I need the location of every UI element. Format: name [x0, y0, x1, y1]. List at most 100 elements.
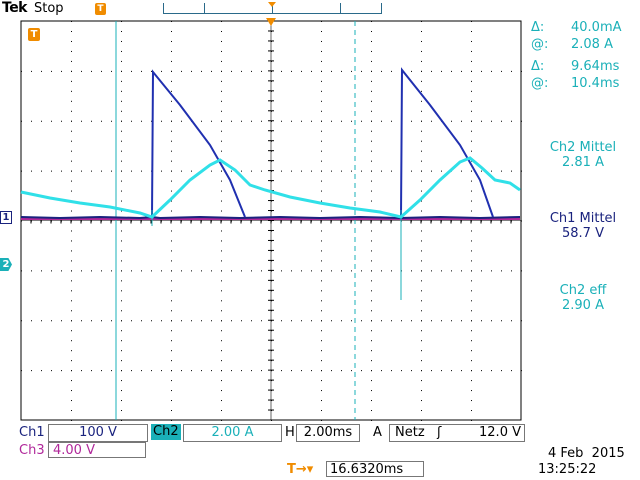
graticule-dot — [321, 70, 322, 72]
graticule-dot — [201, 120, 202, 122]
timebase-label: H — [285, 425, 295, 440]
graticule-dot — [391, 120, 392, 122]
graticule-dot — [171, 420, 172, 421]
graticule-dot — [301, 370, 302, 372]
graticule-dot — [91, 270, 92, 272]
graticule-dot — [471, 180, 472, 182]
graticule-dot — [171, 90, 172, 92]
graticule-dot — [421, 50, 422, 52]
timebase-value[interactable]: 2.00ms — [296, 424, 360, 442]
graticule-dot — [491, 320, 492, 322]
graticule-dot — [161, 170, 162, 172]
graticule-dot — [141, 370, 142, 372]
graticule-dot — [251, 120, 252, 122]
graticule-dot — [221, 310, 222, 312]
graticule-dot — [471, 230, 472, 232]
graticule-dot — [121, 80, 122, 82]
graticule-dot — [371, 240, 372, 242]
trigger-slope-icon: ʃ — [437, 425, 442, 440]
graticule-dot — [141, 270, 142, 272]
graticule-dot — [461, 270, 462, 272]
graticule-dot — [221, 30, 222, 32]
graticule-dot — [471, 21, 472, 22]
graticule-dot — [181, 270, 182, 272]
graticule-dot — [371, 40, 372, 42]
trigger-settings[interactable]: Netz ʃ 12.0 V — [389, 424, 525, 442]
graticule-dot — [361, 370, 362, 372]
graticule-dot — [201, 270, 202, 272]
graticule-dot — [121, 110, 122, 112]
graticule-dot — [171, 230, 172, 232]
graticule-dot — [61, 270, 62, 272]
ch2-scale[interactable]: 2.00 A — [183, 424, 282, 442]
graticule-dot — [21, 120, 22, 122]
graticule-dot — [251, 370, 252, 372]
graticule-dot — [181, 70, 182, 72]
graticule-dot — [341, 370, 342, 372]
graticule-dot — [471, 130, 472, 132]
graticule-dot — [421, 420, 422, 421]
graticule-dot — [341, 70, 342, 72]
graticule-dot — [321, 140, 322, 142]
ch3-scale[interactable]: 4.00 V — [48, 442, 146, 458]
graticule-dot — [321, 21, 322, 22]
graticule-dot — [471, 80, 472, 82]
measurement-ch2-mean: Ch2 Mittel 2.81 A — [528, 140, 638, 170]
ch1-ground-marker[interactable]: 1 — [0, 211, 12, 224]
graticule-dot — [101, 120, 102, 122]
graticule-dot — [471, 250, 472, 252]
ch2-ground-marker[interactable]: 2 — [0, 258, 12, 271]
graticule-dot — [221, 370, 222, 372]
trigger-position-value[interactable]: 16.6320ms — [326, 461, 424, 477]
graticule-dot — [521, 170, 522, 172]
graticule-dot — [371, 60, 372, 62]
graticule-dot — [421, 270, 422, 272]
graticule-dot — [311, 370, 312, 372]
graticule-dot — [251, 70, 252, 72]
graticule-dot — [191, 320, 192, 322]
graticule-dot — [471, 140, 472, 142]
graticule-dot — [421, 30, 422, 32]
graticule-dot — [281, 70, 282, 72]
graticule-dot — [151, 270, 152, 272]
graticule-dot — [161, 120, 162, 122]
trigger-level-marker[interactable]: T — [28, 28, 40, 41]
graticule-dot — [341, 120, 342, 122]
graticule-dot — [401, 370, 402, 372]
time-label: 13:25:22 — [538, 462, 597, 477]
graticule-dot — [321, 350, 322, 352]
graticule-dot — [501, 170, 502, 172]
graticule-dot — [511, 270, 512, 272]
graticule-dot — [171, 240, 172, 242]
graticule-dot — [421, 310, 422, 312]
graticule-dot — [281, 270, 282, 272]
graticule-dot — [371, 370, 372, 372]
graticule-dot — [71, 230, 72, 232]
graticule-dot — [511, 320, 512, 322]
ch1-scale[interactable]: 100 V — [48, 424, 148, 442]
graticule-dot — [171, 410, 172, 412]
graticule-dot — [471, 360, 472, 362]
graticule-dot — [121, 250, 122, 252]
graticule-dot — [471, 90, 472, 92]
graticule-dot — [241, 320, 242, 322]
graticule-dot — [461, 170, 462, 172]
graticule-dot — [431, 120, 432, 122]
graticule-dot — [111, 120, 112, 122]
graticule-dot — [371, 30, 372, 32]
graticule-dot — [421, 90, 422, 92]
graticule-dot — [321, 300, 322, 302]
graticule-dot — [471, 200, 472, 202]
graticule-dot — [161, 270, 162, 272]
graticule-dot — [31, 170, 32, 172]
graticule-dot — [41, 170, 42, 172]
graticule-dot — [171, 40, 172, 42]
graticule-dot — [411, 320, 412, 322]
graticule-dot — [301, 120, 302, 122]
graticule-dot — [251, 170, 252, 172]
at-symbol: @: — [531, 37, 549, 52]
graticule-dot — [421, 21, 422, 22]
graticule-dot — [371, 410, 372, 412]
graticule-dot — [461, 370, 462, 372]
graticule-dot — [451, 120, 452, 122]
